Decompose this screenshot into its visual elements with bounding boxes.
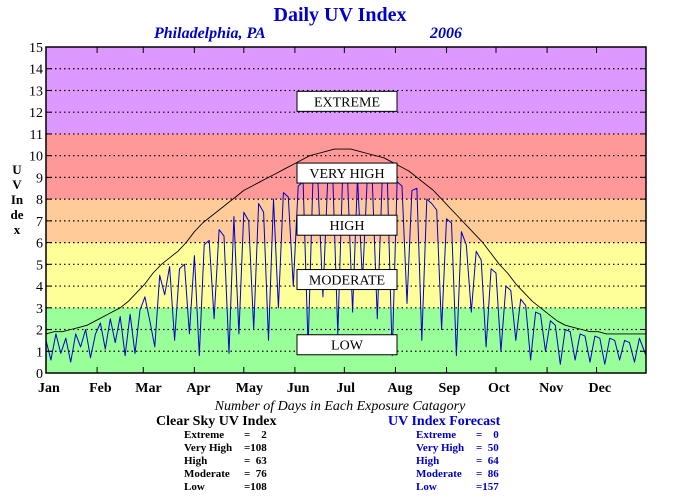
- x-tick-label: Nov: [539, 381, 563, 396]
- y-tick-label: 9: [36, 171, 43, 186]
- footer-title: Number of Days in Each Exposure Catagory: [214, 399, 466, 414]
- y-tick-label: 7: [36, 215, 43, 230]
- band-labels: LOW MODERATE HIGH VERY HIGH EXTREME: [296, 90, 398, 356]
- band-label-box: [296, 334, 398, 356]
- forecast-row-value: = 86: [476, 468, 499, 480]
- y-tick-label: 5: [36, 258, 43, 273]
- clear-sky-row-value: = 76: [244, 468, 267, 480]
- y-tick-label: 0: [36, 367, 43, 382]
- y-tick-label: 15: [29, 41, 43, 56]
- clear-sky-row-value: = 63: [244, 455, 267, 467]
- y-tick-label: 6: [36, 237, 43, 252]
- clear-sky-row-label: Low: [184, 481, 205, 493]
- clear-sky-row-value: = 2: [244, 429, 267, 441]
- x-tick-label: Sep: [439, 381, 461, 396]
- clear-sky-row-label: High: [184, 455, 208, 467]
- band-label-text: LOW: [331, 339, 364, 354]
- series-line-clear-sky: [45, 148, 646, 335]
- band-label-box: [296, 269, 398, 291]
- x-tick-label: Aug: [387, 381, 412, 396]
- location-label: Philadelphia, PA: [154, 25, 266, 42]
- band-label-box: [296, 90, 398, 112]
- y-tick-label: 3: [36, 302, 43, 317]
- y-tick-label: 12: [29, 106, 43, 121]
- clear-sky-row-value: =108: [244, 442, 267, 454]
- y-axis-label: UV Index: [10, 162, 24, 237]
- x-tick-labels: Jan Feb Mar Apr May Jun Jul Aug Sep Oct Nov Dec: [38, 47, 611, 396]
- forecast-row-value: =157: [476, 481, 499, 493]
- band-label-text: EXTREME: [314, 95, 380, 110]
- forecast-row-label: Moderate: [416, 468, 462, 480]
- y-tick-label: 13: [29, 84, 43, 99]
- forecast-row-label: High: [416, 455, 440, 467]
- band-label-box: [296, 162, 398, 184]
- y-tick-label: 10: [29, 150, 43, 165]
- forecast-row-value: = 64: [476, 455, 499, 467]
- forecast-row-value: = 50: [476, 442, 499, 454]
- gridlines: [46, 68, 646, 352]
- year-label: 2006: [430, 25, 462, 42]
- x-tick-label: Oct: [488, 381, 510, 396]
- y-tick-label: 14: [29, 63, 43, 78]
- forecast-row-value: = 0: [476, 429, 499, 441]
- y-tick-label: 2: [36, 324, 43, 339]
- y-tick-label: 11: [30, 128, 43, 143]
- clear-sky-row-label: Moderate: [184, 468, 230, 480]
- x-tick-label: Feb: [89, 381, 112, 396]
- forecast-row-label: Very High: [416, 442, 465, 454]
- y-tick-label: 4: [36, 280, 43, 295]
- x-tick-label: Jan: [38, 381, 60, 396]
- x-tick-label: Apr: [186, 381, 210, 396]
- band-label-text: VERY HIGH: [309, 167, 384, 182]
- forecast-row-label: Low: [416, 481, 437, 493]
- x-tick-label: Dec: [589, 381, 612, 396]
- y-axis-label-text: UV Index: [10, 162, 24, 237]
- band-label-box: [296, 214, 398, 236]
- x-tick-label: Mar: [135, 381, 161, 396]
- forecast-row-label: Extreme: [416, 429, 457, 441]
- clear-sky-row-label: Extreme: [184, 429, 225, 441]
- clear-sky-heading: Clear Sky UV Index: [156, 414, 277, 429]
- chart-title: Daily UV Index: [273, 4, 407, 26]
- clear-sky-row-label: Very High: [184, 442, 233, 454]
- x-tick-label: May: [236, 381, 263, 396]
- band-label-text: HIGH: [330, 219, 365, 234]
- y-tick-label: 1: [36, 345, 43, 360]
- y-tick-label: 8: [36, 193, 43, 208]
- band-label-text: MODERATE: [309, 274, 385, 289]
- x-tick-label: Jun: [287, 381, 310, 396]
- forecast-heading: UV Index Forecast: [388, 414, 501, 429]
- x-tick-label: Jul: [336, 381, 355, 396]
- clear-sky-row-value: =108: [244, 481, 267, 493]
- plot-frame: [45, 46, 647, 374]
